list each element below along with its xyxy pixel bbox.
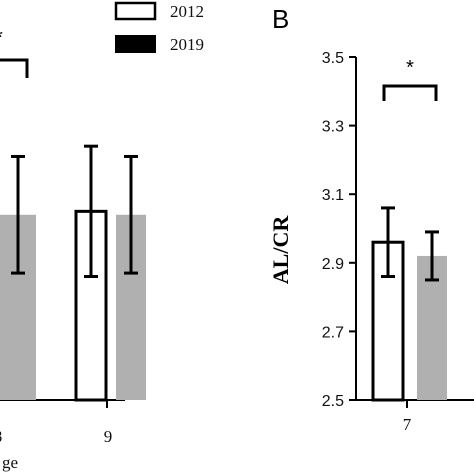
panel-b-y-axis-label: AL/CR [268,215,293,285]
panel-b-x-tick-label-7: 7 [403,415,412,434]
panel-a: 9 8 ge * [0,27,146,472]
panel-b-y-tick-label-0: 2.5 [322,393,344,410]
panel-b-y-tick-label-3: 3.1 [322,187,344,204]
panel-b-bars [371,206,447,402]
panel-b-y-tick-label-2: 2.9 [322,256,344,273]
panel-a-x-tick-label-8-fragment: 8 [0,427,2,446]
panel-b-y-tick-label-5: 3.5 [322,50,344,67]
panel-a-x-axis-label-fragment: ge [2,453,18,472]
legend: 2012 2019 [114,1,204,54]
panel-a-bars [0,144,146,402]
legend-label-2012: 2012 [170,2,204,21]
panel-b-significance-star: * [406,57,414,79]
panel-b: B AL/CR 7 2.5 2.7 2.9 3.1 3.3 3.5 * [268,4,474,434]
legend-label-2019: 2019 [170,35,204,54]
panel-b-y-tick-label-4: 3.3 [322,119,344,136]
panel-b-letter: B [272,4,289,34]
legend-swatch-2019 [115,35,156,53]
panel-a-significance-star: * [0,27,3,49]
panel-b-significance-bracket [382,84,438,101]
panel-a-significance-bracket [0,58,29,78]
panel-b-y-tick-label-1: 2.7 [322,324,344,341]
panel-b-y-ticks: 2.5 2.7 2.9 3.1 3.3 3.5 [322,50,356,410]
legend-swatch-2012 [114,1,157,21]
panel-a-x-tick-label-9: 9 [104,427,113,446]
